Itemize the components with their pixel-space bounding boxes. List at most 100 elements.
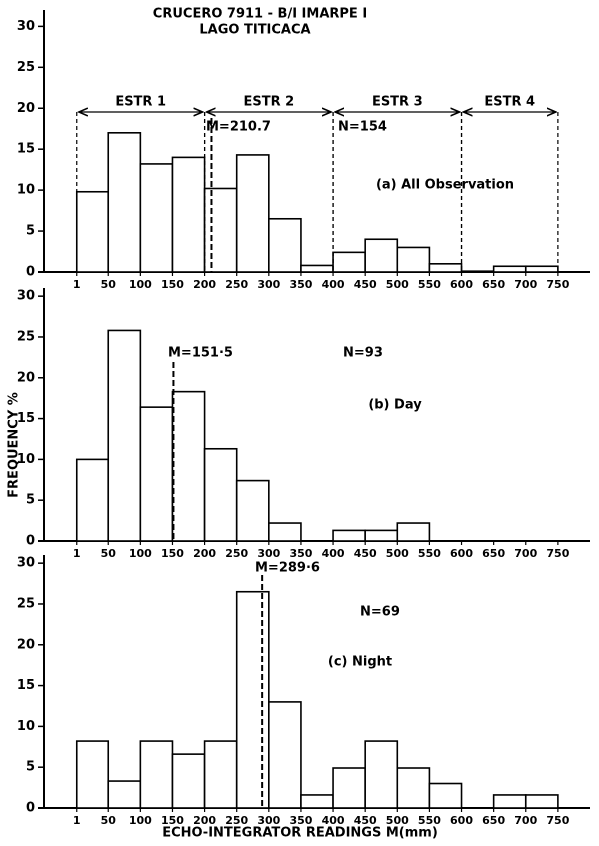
x-tick-label: 150 [161,547,184,560]
y-tick-label: 20 [17,370,35,385]
y-tick-label: 20 [17,637,35,652]
y-tick-label: 0 [26,801,35,816]
x-tick-label: 150 [161,278,184,291]
x-tick-label: 700 [514,814,537,827]
x-tick-label: 400 [322,814,345,827]
x-tick-label: 700 [514,547,537,560]
bar [332,529,366,542]
bar [203,187,238,273]
bar [268,217,302,273]
x-tick-label: 50 [101,547,117,560]
x-tick-label: 550 [418,278,441,291]
stratum-label: ESTR 3 [372,95,423,110]
x-tick-label: 100 [129,814,152,827]
bar [139,406,174,542]
y-tick-label: 10 [17,183,35,198]
bar [268,522,302,542]
bar [75,190,110,273]
x-tick-label: 300 [257,278,280,291]
bar [396,522,431,542]
bar [332,767,366,809]
x-tick-label: 500 [386,814,409,827]
y-tick-label: 5 [26,224,35,239]
y-tick-label: 30 [17,289,35,304]
x-tick-label: 450 [354,547,377,560]
x-tick-label: 1 [73,547,81,560]
x-tick-label: 1 [73,278,81,291]
x-tick-label: 250 [225,278,248,291]
n-label: N=154 [338,120,387,135]
x-tick-label: 750 [546,278,569,291]
bar [171,156,206,273]
bar [428,263,463,273]
mean-label: M=210.7 [206,120,271,135]
panel-label: (b) Day [368,398,422,413]
x-tick-label: 400 [322,278,345,291]
bar [75,458,110,542]
mean-label: M=289·6 [255,561,320,576]
bar [396,767,431,809]
bar [75,740,110,809]
bar [492,265,527,273]
panel-label: (a) All Observation [376,178,514,193]
x-tick-label: 200 [193,547,216,560]
stratum-label: ESTR 4 [484,95,535,110]
bar [364,529,399,542]
bar [364,740,399,809]
x-tick-label: 100 [129,547,152,560]
bar [107,329,142,542]
y-tick-label: 15 [17,411,35,426]
x-tick-label: 50 [101,814,117,827]
bar [235,590,270,809]
stratum-label: ESTR 2 [243,95,294,110]
bar [171,390,206,542]
x-tick-label: 500 [386,547,409,560]
y-tick-label: 25 [17,329,35,344]
bar [364,238,399,273]
bar [235,154,270,273]
y-tick-label: 0 [26,265,35,280]
bar [524,794,559,809]
y-tick-label: 30 [17,19,35,34]
x-tick-label: 750 [546,547,569,560]
bar [396,246,431,273]
bar [524,265,559,273]
x-tick-label: 650 [482,547,505,560]
bar [268,701,302,809]
x-tick-label: 600 [450,278,473,291]
bar [171,753,206,809]
y-tick-label: 10 [17,452,35,467]
y-tick-label: 0 [26,534,35,549]
y-tick-label: 15 [17,142,35,157]
bar [139,740,174,809]
bar [203,740,238,809]
y-tick-label: 25 [17,596,35,611]
x-tick-label: 450 [354,814,377,827]
x-tick-label: 650 [482,814,505,827]
y-tick-label: 5 [26,493,35,508]
y-tick-label: 20 [17,101,35,116]
bar [235,479,270,542]
panel-label: (c) Night [328,655,392,670]
x-tick-label: 150 [161,814,184,827]
x-tick-label: 600 [450,814,473,827]
chart-subtitle: LAGO TITICACA [199,23,310,38]
bar [107,132,142,273]
n-label: N=93 [343,346,383,361]
x-tick-label: 350 [289,547,312,560]
y-tick-label: 30 [17,556,35,571]
x-tick-label: 250 [225,547,248,560]
y-tick-label: 25 [17,60,35,75]
x-tick-label: 300 [257,547,280,560]
y-tick-label: 15 [17,678,35,693]
y-tick-label: 10 [17,719,35,734]
bar [332,251,366,273]
x-tick-label: 50 [101,278,117,291]
bar [428,782,463,809]
x-tick-label: 1 [73,814,81,827]
bar [460,270,495,273]
bar [300,264,334,273]
x-tick-label: 550 [418,814,441,827]
x-tick-label: 500 [386,278,409,291]
